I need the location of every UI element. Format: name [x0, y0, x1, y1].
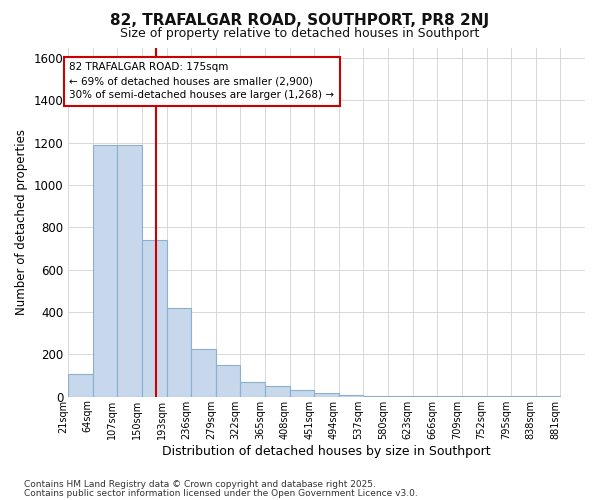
Text: Contains HM Land Registry data © Crown copyright and database right 2025.: Contains HM Land Registry data © Crown c… — [24, 480, 376, 489]
Bar — [265, 386, 290, 396]
Bar — [339, 395, 364, 396]
X-axis label: Distribution of detached houses by size in Southport: Distribution of detached houses by size … — [162, 444, 491, 458]
Bar — [142, 240, 167, 396]
Bar — [241, 382, 265, 396]
Bar — [118, 145, 142, 397]
Text: Contains public sector information licensed under the Open Government Licence v3: Contains public sector information licen… — [24, 488, 418, 498]
Bar — [191, 349, 216, 397]
Text: Size of property relative to detached houses in Southport: Size of property relative to detached ho… — [121, 28, 479, 40]
Bar — [216, 365, 241, 396]
Bar — [93, 145, 118, 397]
Bar — [314, 394, 339, 396]
Bar — [290, 390, 314, 396]
Bar — [68, 374, 93, 396]
Bar — [167, 308, 191, 396]
Text: 82 TRAFALGAR ROAD: 175sqm
← 69% of detached houses are smaller (2,900)
30% of se: 82 TRAFALGAR ROAD: 175sqm ← 69% of detac… — [70, 62, 334, 100]
Text: 82, TRAFALGAR ROAD, SOUTHPORT, PR8 2NJ: 82, TRAFALGAR ROAD, SOUTHPORT, PR8 2NJ — [110, 12, 490, 28]
Y-axis label: Number of detached properties: Number of detached properties — [15, 129, 28, 315]
